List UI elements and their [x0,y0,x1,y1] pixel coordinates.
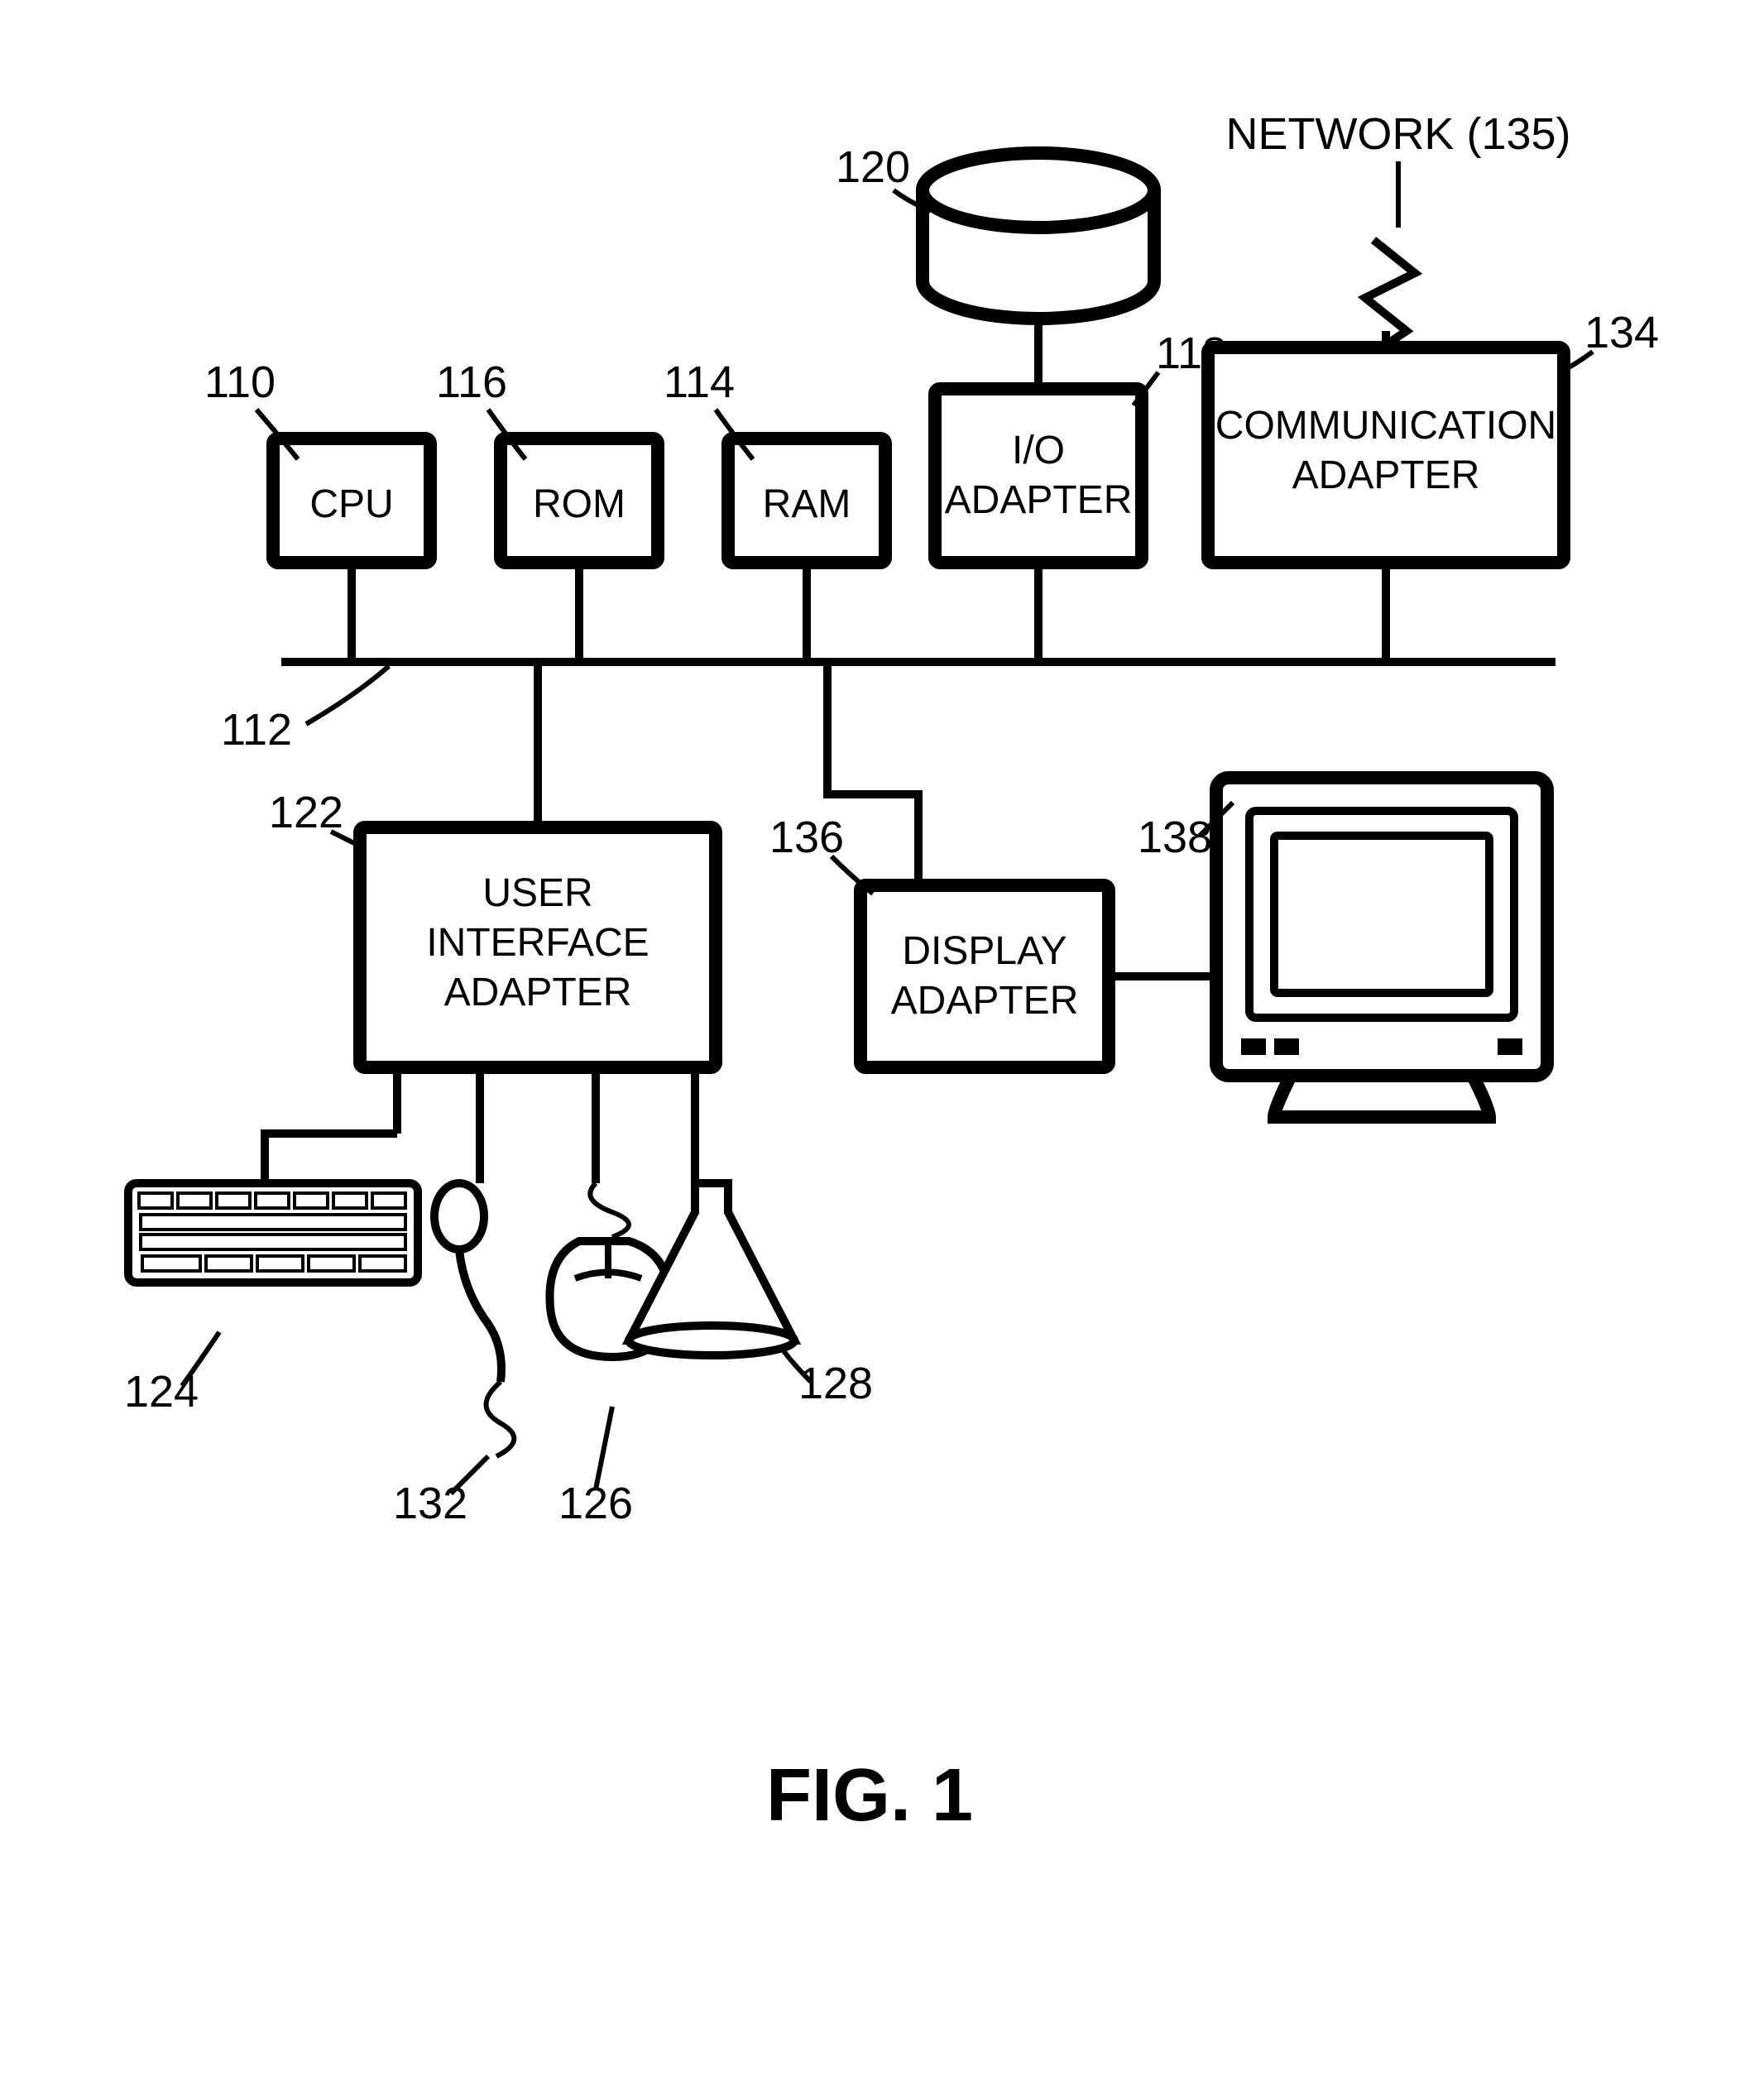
ref-disp: 136 [769,813,844,862]
ref-ram: 114 [664,357,735,407]
ui-kbd-wire-h [265,1134,397,1183]
io-label-1: I/O [1012,429,1065,472]
network-label: NETWORK (135) [1225,109,1570,159]
cpu-label: CPU [309,482,393,526]
disp-label-1: DISPLAY [902,929,1067,973]
ram-label: RAM [763,482,851,526]
ui-label-2: INTERFACE [426,921,649,965]
comm-label-1: COMMUNICATION [1215,404,1556,448]
monitor-icon [1216,778,1547,1117]
ref-cpu: 110 [204,357,276,407]
leader-mic [451,1456,488,1493]
microphone-icon [434,1183,514,1456]
display-adapter-block: DISPLAY ADAPTER [860,885,1109,1067]
ui-adapter-block: USER INTERFACE ADAPTER [360,827,716,1067]
ref-bus: 112 [221,705,292,755]
ref-monitor: 138 [1138,813,1212,862]
diagram-canvas: 112 CPU 110 ROM 116 RAM 114 I/O ADAPTER … [0,0,1740,2100]
comm-label-2: ADAPTER [1292,453,1480,497]
rom-label: ROM [533,482,626,526]
ui-label-3: ADAPTER [444,971,632,1014]
ref-comm: 134 [1584,308,1659,357]
leader-keyboard [182,1332,219,1386]
keyboard-icon [128,1183,418,1283]
ui-label-1: USER [482,871,592,915]
leader-bus [306,666,389,724]
disp-label-2: ADAPTER [891,979,1079,1023]
figure-label: FIG. 1 [766,1754,973,1837]
io-label-2: ADAPTER [945,478,1133,522]
leader-disp [832,856,873,894]
ref-disk: 120 [836,142,910,192]
leader-mouse [596,1407,612,1489]
comm-adapter-block: COMMUNICATION ADAPTER [1208,348,1564,563]
ref-speaker: 128 [798,1359,873,1408]
ref-rom: 116 [436,357,507,407]
io-adapter-block: I/O ADAPTER [935,389,1142,563]
disk-icon [923,153,1154,319]
